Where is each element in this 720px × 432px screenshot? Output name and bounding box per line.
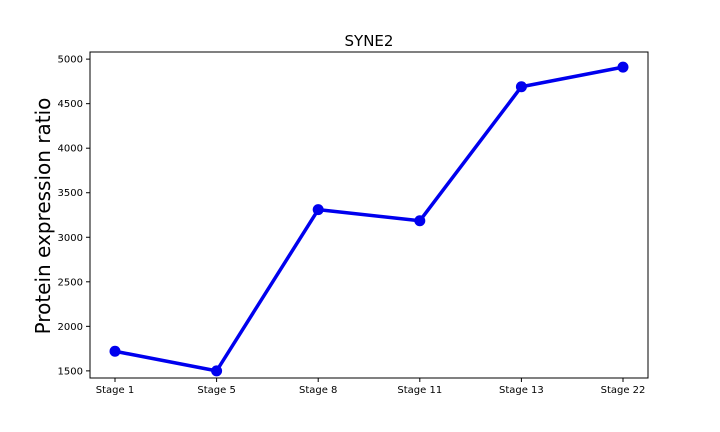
y-tick-label: 3500 xyxy=(58,188,83,199)
y-tick-label: 4000 xyxy=(58,144,83,155)
y-tick-label: 2500 xyxy=(58,277,83,288)
y-tick-label: 5000 xyxy=(58,55,83,66)
x-axis-ticks: Stage 1 Stage 5 Stage 8 Stage 11 Stage 13 Sta… xyxy=(96,378,646,396)
y-tick-label: 2000 xyxy=(58,322,83,333)
x-tick-label: Stage 5 xyxy=(197,385,235,396)
x-tick-label: Stage 8 xyxy=(299,385,337,396)
chart-title: SYNE2 xyxy=(345,32,394,50)
y-tick-label: 3000 xyxy=(58,233,83,244)
data-point xyxy=(617,61,629,73)
data-point xyxy=(211,365,223,377)
y-axis-label: Protein expression ratio xyxy=(31,98,55,335)
x-tick-label: Stage 22 xyxy=(601,385,646,396)
x-tick-label: Stage 11 xyxy=(397,385,442,396)
plot-frame xyxy=(89,51,649,379)
series-layer xyxy=(109,61,629,377)
series-line xyxy=(113,65,625,373)
x-tick-label: Stage 13 xyxy=(499,385,544,396)
y-tick-label: 4500 xyxy=(58,99,83,110)
data-point xyxy=(312,204,324,216)
x-tick-label: Stage 1 xyxy=(96,385,134,396)
y-axis-ticks: 1500 2000 2500 3000 3500 4000 4500 5000 xyxy=(58,55,90,377)
data-point xyxy=(109,345,121,357)
data-point xyxy=(515,81,527,93)
data-point xyxy=(414,215,426,227)
y-tick-label: 1500 xyxy=(58,366,83,377)
